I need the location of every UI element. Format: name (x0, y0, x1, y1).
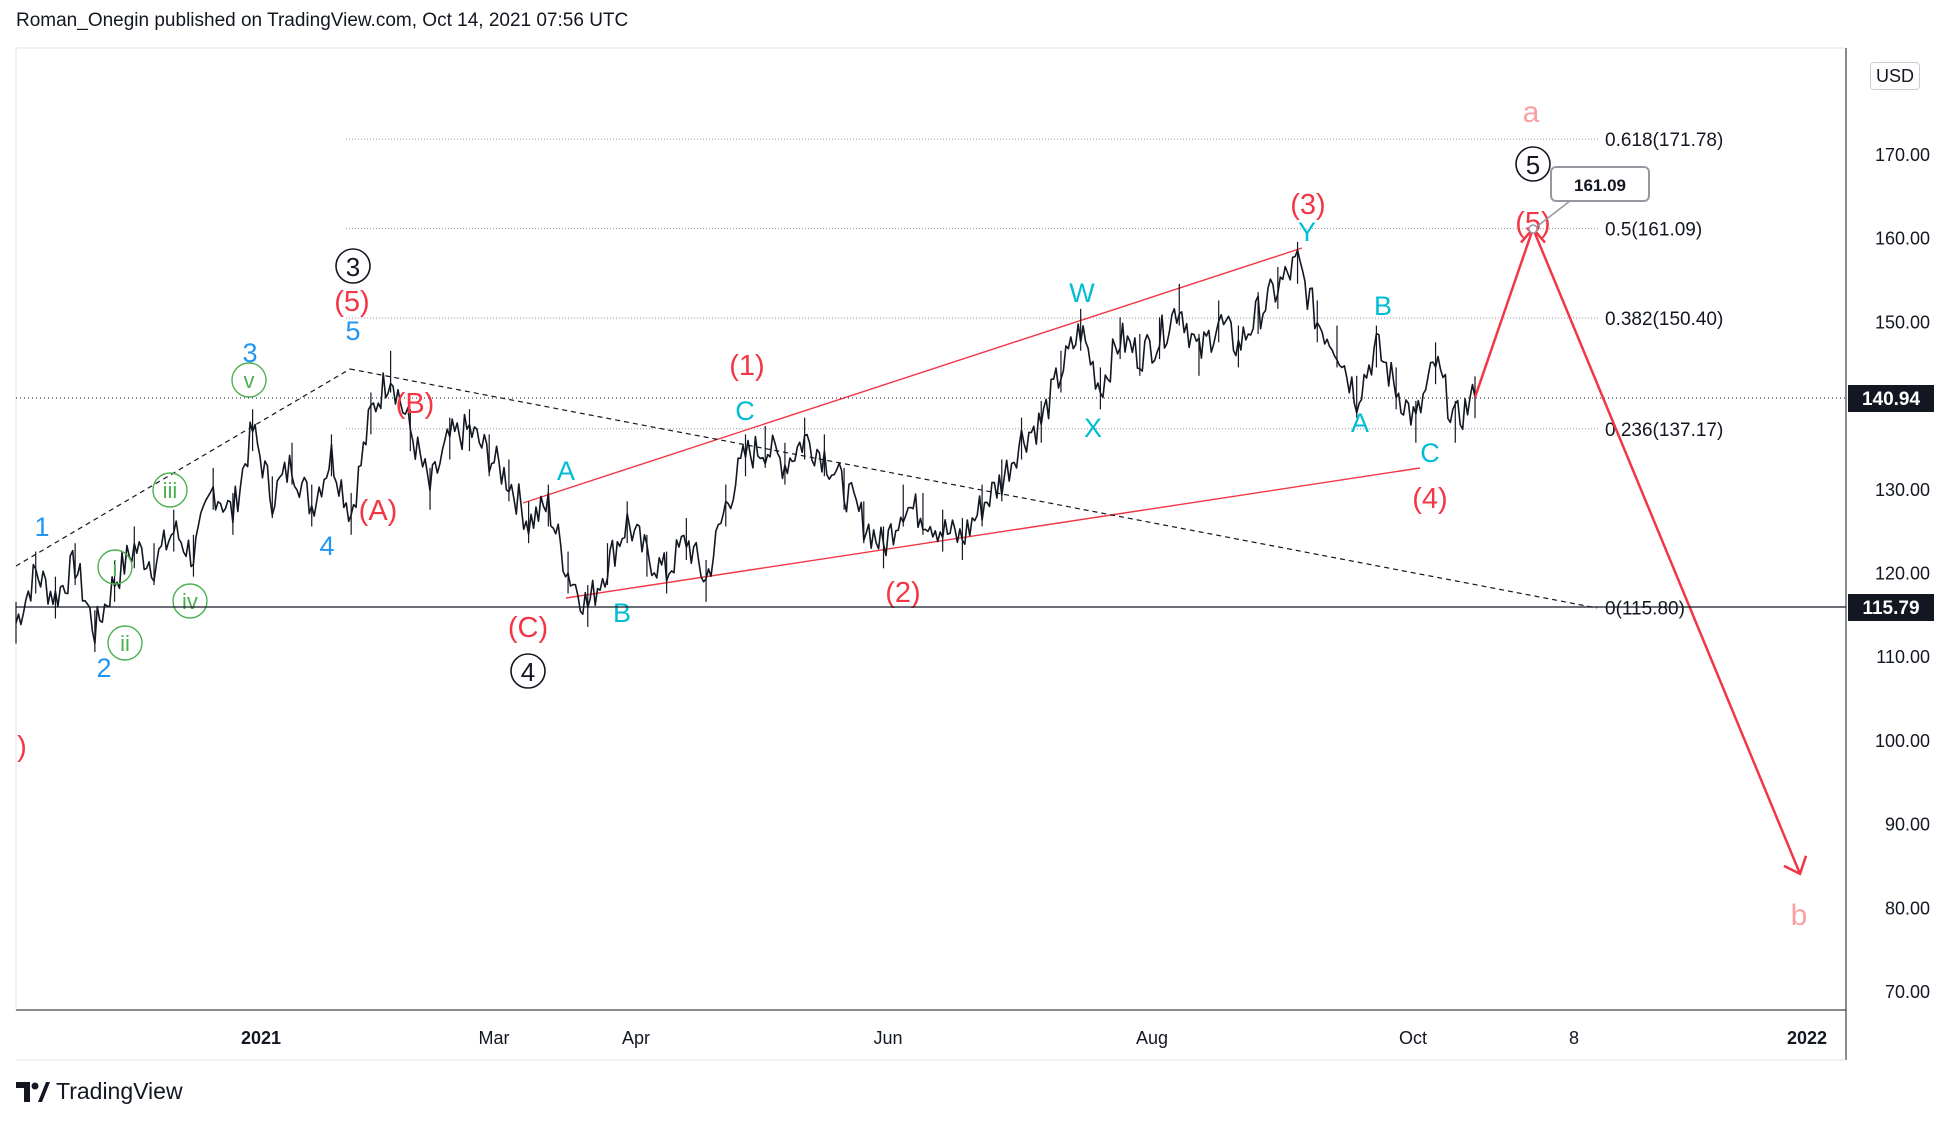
price-series[interactable] (15, 241, 1476, 653)
fib-level-label: 0.618(171.78) (1605, 130, 1723, 151)
fib-level-label: 0(115.80) (1605, 599, 1685, 620)
wave-label-teal-W[interactable]: W (1069, 278, 1095, 308)
wave-label-green-iii-text: iii (163, 478, 178, 503)
wave-label-green-i[interactable]: i (97, 549, 133, 585)
callout-pointer (1534, 200, 1571, 229)
time-tick-label: 2022 (1787, 1028, 1827, 1048)
wave-label-teal-Y[interactable]: Y (1298, 217, 1316, 247)
wave-label-red-5-right[interactable]: (5) (1515, 207, 1550, 239)
wave-label-pink-a[interactable]: a (1523, 96, 1540, 129)
wave-label-blue-3[interactable]: 3 (242, 338, 257, 368)
wave-label-red-C[interactable]: (C) (508, 612, 548, 644)
level-price-badge-bg (1848, 594, 1934, 621)
fib-level-label: 0.5(161.09) (1605, 220, 1702, 241)
wave-label-blue-5[interactable]: 5 (345, 316, 360, 346)
time-tick-label: 2021 (241, 1028, 281, 1048)
projection-down-arrowhead (1783, 855, 1808, 876)
callout-box (1550, 166, 1650, 202)
wave-label-black-5-text: 5 (1526, 150, 1540, 180)
price-tick-label: 130.00 (1875, 480, 1930, 500)
wave-label-green-v-text: v (244, 368, 255, 393)
price-tick-label: 120.00 (1875, 564, 1930, 584)
wave-label-red-clipped[interactable]: ) (17, 731, 27, 763)
projection-down-leg (1531, 228, 1802, 875)
callout-text: 161.09 (1574, 176, 1626, 195)
callout-anchor (1528, 224, 1538, 234)
wave-label-black-3-text: 3 (346, 252, 360, 282)
wave-label-green-iv-text: iv (182, 589, 198, 614)
wave-label-pink-b[interactable]: b (1791, 899, 1808, 932)
wave-label-red-3[interactable]: (3) (1290, 189, 1325, 221)
wave-label-black-4[interactable]: 4 (510, 653, 546, 689)
wave-label-red-1[interactable]: (1) (729, 350, 764, 382)
wave-label-red-A[interactable]: (A) (359, 495, 398, 527)
time-tick-label: Aug (1136, 1028, 1168, 1048)
wave-label-green-ii-text: ii (120, 631, 130, 656)
price-axis[interactable]: 170.00160.00150.00140.00130.00120.00110.… (1875, 145, 1930, 1002)
price-tick-label: 150.00 (1875, 312, 1930, 332)
current-price-badge-bg (1848, 385, 1934, 412)
target-callout[interactable]: 161.09 (1528, 166, 1650, 234)
time-tick-label: Oct (1399, 1028, 1427, 1048)
price-tick-label: 160.00 (1875, 229, 1930, 249)
price-tick-label: 100.00 (1875, 731, 1930, 751)
wave-label-green-iv[interactable]: iv (172, 583, 208, 619)
wave-label-teal-B-right[interactable]: B (1374, 291, 1392, 321)
wave-label-teal-C-left[interactable]: C (735, 396, 755, 426)
level-price-badge[interactable]: 115.79 (1848, 594, 1934, 621)
price-tick-label: 70.00 (1885, 982, 1930, 1002)
trendlines[interactable] (15, 247, 1598, 609)
fib-level-label: 0.236(137.17) (1605, 420, 1723, 441)
currency-label[interactable]: USD (1870, 62, 1920, 90)
time-tick-label: Apr (622, 1028, 650, 1048)
wave-label-green-i-text: i (113, 556, 118, 581)
wave-label-black-4-text: 4 (521, 657, 535, 687)
level-price-badge-text: 115.79 (1862, 598, 1919, 619)
wave-label-blue-1[interactable]: 1 (34, 512, 49, 542)
wave-label-red-5-left[interactable]: (5) (334, 286, 369, 318)
wave-label-teal-C-right[interactable]: C (1420, 438, 1440, 468)
wave-label-black-5[interactable]: 5 (1515, 146, 1551, 182)
tradingview-logo[interactable]: TradingView (16, 1078, 183, 1105)
price-tick-label: 90.00 (1885, 815, 1930, 835)
wave-label-blue-4[interactable]: 4 (319, 531, 334, 561)
price-tick-label: 80.00 (1885, 898, 1930, 918)
tradingview-logo-text: TradingView (56, 1078, 183, 1104)
time-tick-label: Jun (873, 1028, 902, 1048)
time-tick-label: 8 (1569, 1028, 1579, 1048)
time-axis[interactable]: 2021 Mar Apr Jun Aug Oct 8 2022 (241, 1028, 1827, 1048)
trendline-upper-channel[interactable] (522, 247, 1303, 504)
wave-label-blue-2[interactable]: 2 (96, 653, 111, 683)
price-tick-label: 110.00 (1876, 647, 1930, 667)
wave-label-green-iii[interactable]: iii (152, 472, 188, 508)
trendline-dashed-lower[interactable] (15, 368, 351, 567)
tradingview-logo-icon (16, 1081, 50, 1102)
wave-label-green-ii[interactable]: ii (107, 625, 143, 661)
time-tick-label: Mar (479, 1028, 510, 1048)
fib-level-label: 0.382(150.40) (1605, 309, 1723, 330)
price-tick-label: 170.00 (1875, 145, 1930, 165)
current-price-badge-text: 140.94 (1862, 389, 1921, 410)
current-price-badge[interactable]: 140.94 (1848, 385, 1934, 412)
wave-label-red-B[interactable]: (B) (396, 388, 435, 420)
wave-label-green-v[interactable]: v (231, 362, 267, 398)
wave-labels[interactable]: (5) (B) (A) (C) (1) (2) (3) (4) (5) ) A … (17, 96, 1807, 932)
attribution-header: Roman_Onegin published on TradingView.co… (16, 10, 629, 31)
wave-label-teal-X[interactable]: X (1084, 413, 1102, 443)
wave-label-red-2[interactable]: (2) (885, 577, 920, 609)
wave-label-black-3[interactable]: 3 (335, 248, 371, 284)
wave-label-red-4[interactable]: (4) (1412, 483, 1447, 515)
wave-label-teal-A-left[interactable]: A (557, 456, 575, 486)
trendline-dashed-upper[interactable] (349, 368, 1598, 609)
trendline-lower-channel[interactable] (565, 467, 1421, 599)
fibonacci-retracement[interactable]: 0.618(171.78) 0.5(161.09) 0.382(150.40) 0.2… (346, 130, 1723, 620)
wave-label-teal-A-right[interactable]: A (1351, 408, 1369, 438)
projection-up-leg (1473, 228, 1535, 398)
wave-label-teal-B-left[interactable]: B (613, 598, 631, 628)
